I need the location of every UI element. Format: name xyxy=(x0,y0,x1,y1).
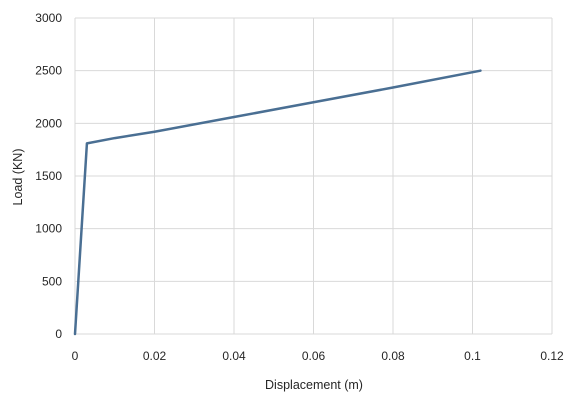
series-line xyxy=(73,69,482,336)
y-tick-labels: 0 500 1000 1500 2000 2500 3000 xyxy=(35,11,62,341)
y-tick-label: 1000 xyxy=(35,222,62,236)
grid-lines xyxy=(74,17,553,335)
x-tick-label: 0.02 xyxy=(143,349,167,363)
y-tick-label: 3000 xyxy=(35,11,62,25)
x-tick-label: 0.04 xyxy=(222,349,246,363)
y-tick-label: 500 xyxy=(42,274,62,288)
y-tick-label: 0 xyxy=(55,327,62,341)
x-tick-label: 0.06 xyxy=(302,349,326,363)
series-layer xyxy=(73,69,482,336)
x-tick-labels: 0 0.02 0.04 0.06 0.08 0.1 0.12 xyxy=(72,349,564,363)
x-tick-label: 0.08 xyxy=(381,349,405,363)
x-axis-title: Displacement (m) xyxy=(265,378,363,392)
y-tick-label: 2500 xyxy=(35,64,62,78)
y-axis-title: Load (KN) xyxy=(11,149,25,206)
x-tick-label: 0.12 xyxy=(540,349,564,363)
y-tick-label: 1500 xyxy=(35,169,62,183)
x-tick-label: 0 xyxy=(72,349,79,363)
x-tick-label: 0.1 xyxy=(464,349,481,363)
y-tick-label: 2000 xyxy=(35,116,62,130)
